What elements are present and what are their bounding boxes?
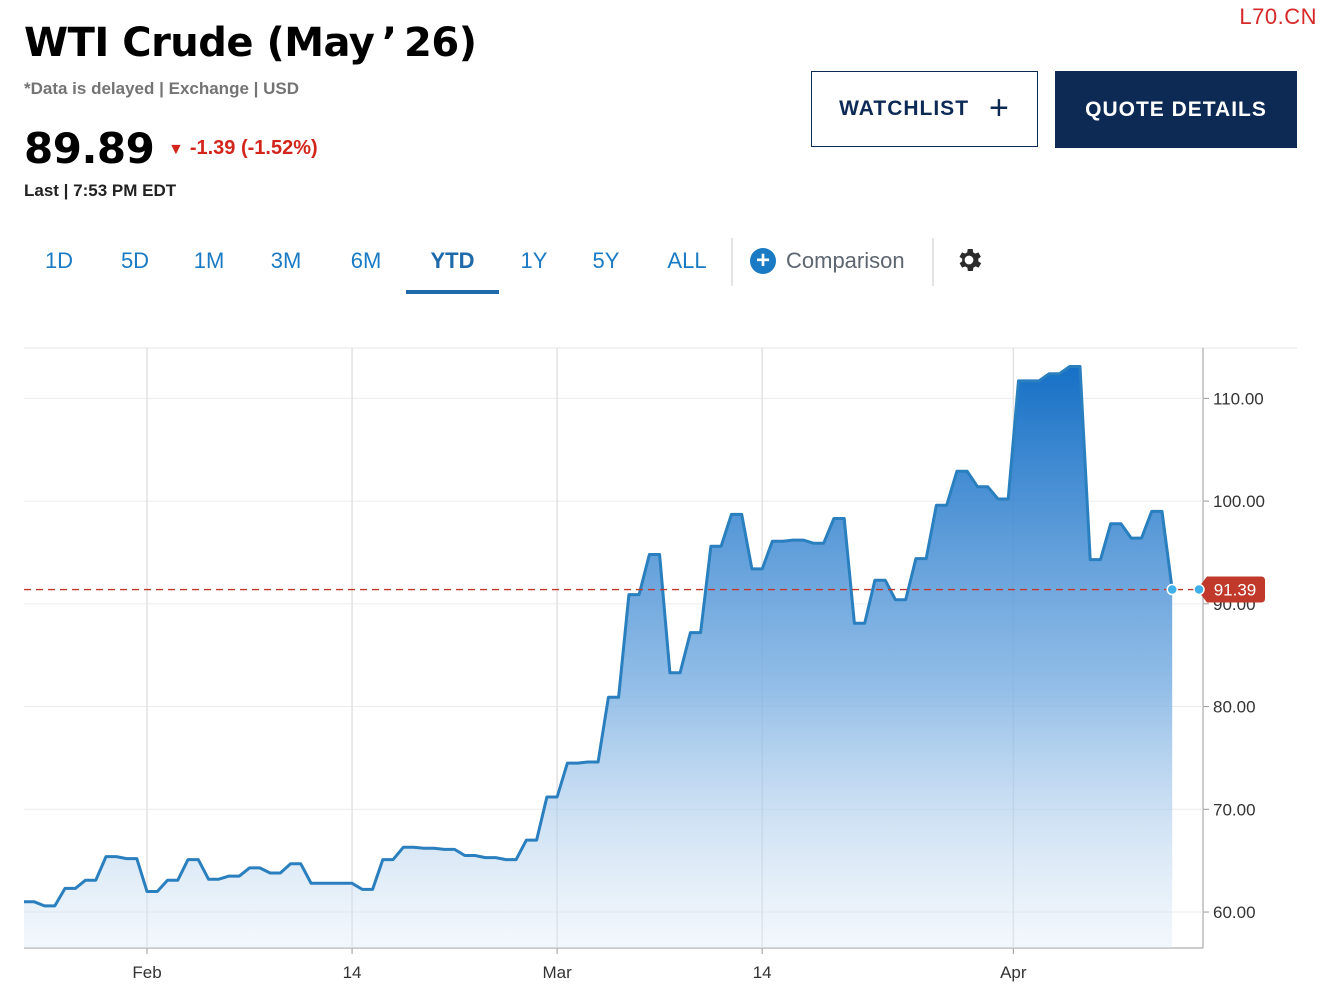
tab-all[interactable]: ALL: [667, 248, 707, 273]
watchlist-label: WATCHLIST: [839, 97, 970, 120]
tab-6m[interactable]: 6M: [350, 248, 382, 273]
add-circle-icon: +: [750, 248, 776, 274]
toolbar-divider: [932, 238, 934, 286]
x-tick-label: Feb: [132, 963, 161, 982]
gear-icon[interactable]: [954, 245, 984, 275]
data-delay-note: *Data is delayed | Exchange | USD: [24, 79, 300, 98]
last-price: 89.89: [24, 124, 155, 173]
y-tick-label: 110.00: [1213, 389, 1264, 408]
tab-ytd[interactable]: YTD: [406, 236, 499, 294]
price-area-fill: [24, 366, 1173, 948]
x-tick-label: Mar: [542, 963, 572, 982]
y-tick-label: 60.00: [1213, 903, 1256, 922]
price-change-value: -1.39 (-1.52%): [189, 137, 318, 159]
page-title: WTI Crude (May ’ 26): [24, 20, 477, 66]
tab-1y[interactable]: 1Y: [520, 248, 548, 273]
y-tick-label: 70.00: [1213, 800, 1256, 819]
watermark-text: L70.CN: [1239, 4, 1317, 29]
x-tick-label: 14: [343, 963, 362, 982]
price-series-line: [24, 365, 1174, 908]
down-triangle-icon: ▼: [168, 141, 184, 158]
x-tick-label: Apr: [1000, 963, 1027, 982]
last-point-marker: [1166, 583, 1178, 596]
tab-5y[interactable]: 5Y: [592, 248, 620, 273]
tab-3m[interactable]: 3M: [270, 248, 302, 273]
y-tick-label: 100.00: [1213, 492, 1265, 511]
tab-5d[interactable]: 5D: [120, 248, 150, 273]
quote-details-button[interactable]: QUOTE DETAILS: [1055, 71, 1297, 148]
price-change: ▼ -1.39 (-1.52%): [168, 137, 318, 160]
comparison-button[interactable]: + Comparison: [750, 246, 905, 276]
watchlist-button[interactable]: WATCHLIST +: [811, 71, 1038, 147]
toolbar-divider: [731, 238, 733, 286]
tab-1m[interactable]: 1M: [193, 248, 225, 273]
reference-value-label: 91.39: [1214, 581, 1257, 600]
comparison-label: Comparison: [786, 248, 905, 273]
badge-point-marker: [1193, 583, 1205, 596]
tab-1d[interactable]: 1D: [44, 248, 74, 273]
y-tick-label: 80.00: [1213, 698, 1256, 717]
last-update-time: Last | 7:53 PM EDT: [24, 181, 177, 200]
x-tick-label: 14: [753, 963, 772, 982]
reference-value-badge: [1197, 576, 1265, 603]
chart-area-layer: [24, 365, 1203, 948]
plus-icon: +: [989, 88, 1010, 127]
